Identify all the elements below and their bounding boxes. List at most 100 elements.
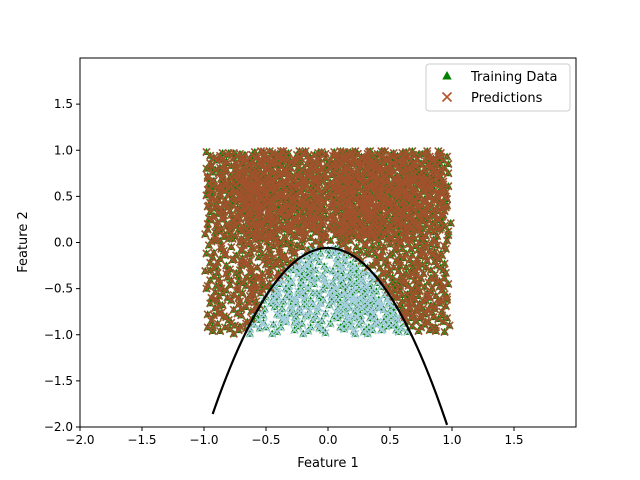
prediction-point <box>367 156 376 165</box>
prediction-point <box>336 311 345 320</box>
prediction-point <box>219 200 229 209</box>
prediction-point <box>299 212 308 221</box>
prediction-point <box>206 266 215 275</box>
legend-training-label: Training Data <box>470 70 557 85</box>
prediction-point <box>206 151 215 160</box>
prediction-point <box>328 278 338 288</box>
prediction-point <box>274 190 283 199</box>
prediction-point <box>437 307 447 316</box>
prediction-point <box>240 206 250 216</box>
prediction-point <box>244 221 253 231</box>
prediction-point <box>373 317 382 327</box>
prediction-point <box>359 190 369 199</box>
prediction-point <box>280 204 289 213</box>
prediction-point <box>210 228 220 237</box>
prediction-point <box>389 219 398 229</box>
x-tick-label: 1.0 <box>442 433 461 447</box>
prediction-point <box>229 290 238 300</box>
prediction-point <box>306 323 315 332</box>
prediction-point <box>437 218 447 227</box>
prediction-point <box>256 208 266 218</box>
prediction-point <box>439 282 448 291</box>
prediction-point <box>348 203 357 212</box>
prediction-point <box>426 287 436 296</box>
prediction-point <box>271 260 281 269</box>
x-tick-label: 0.0 <box>318 433 337 447</box>
prediction-point <box>331 199 340 208</box>
prediction-point <box>253 273 262 282</box>
prediction-point <box>284 190 293 199</box>
prediction-point <box>243 202 252 211</box>
prediction-point <box>313 170 323 179</box>
prediction-point <box>310 176 319 185</box>
prediction-point <box>282 220 292 230</box>
prediction-point <box>255 188 264 197</box>
prediction-point <box>365 301 375 310</box>
prediction-point <box>379 215 388 224</box>
prediction-point <box>214 169 224 178</box>
prediction-point <box>356 294 365 303</box>
prediction-point <box>254 197 263 207</box>
prediction-point <box>401 249 411 258</box>
prediction-point <box>241 225 251 234</box>
prediction-point <box>423 176 432 185</box>
prediction-point <box>399 218 408 227</box>
prediction-point <box>213 319 222 328</box>
prediction-point <box>296 217 305 226</box>
prediction-point <box>374 236 384 245</box>
prediction-point <box>312 214 322 223</box>
prediction-point <box>441 192 450 201</box>
prediction-point <box>421 310 431 319</box>
prediction-point <box>378 194 387 203</box>
prediction-point <box>268 202 277 211</box>
prediction-point <box>311 312 320 321</box>
prediction-point <box>444 230 453 240</box>
prediction-point <box>419 297 428 306</box>
legend: Training Data Predictions <box>425 63 571 112</box>
prediction-point <box>374 201 384 210</box>
prediction-point <box>408 147 417 156</box>
prediction-point <box>279 147 288 156</box>
prediction-point <box>214 301 224 311</box>
prediction-point <box>233 204 242 213</box>
prediction-point <box>229 148 238 158</box>
prediction-point <box>229 178 238 187</box>
prediction-point <box>239 278 248 288</box>
prediction-point <box>208 194 217 203</box>
prediction-point <box>270 235 279 244</box>
prediction-point <box>255 229 264 238</box>
prediction-point <box>317 203 326 212</box>
prediction-point <box>431 224 441 233</box>
prediction-point <box>287 202 297 211</box>
prediction-point <box>394 327 403 337</box>
prediction-point <box>225 206 235 216</box>
prediction-point <box>260 226 269 235</box>
prediction-point <box>223 150 232 160</box>
prediction-point <box>295 269 304 279</box>
prediction-point <box>401 211 411 220</box>
prediction-point <box>420 184 429 194</box>
prediction-point <box>311 194 320 203</box>
prediction-point <box>215 254 225 264</box>
legend-cross-marker <box>441 91 453 103</box>
prediction-point <box>260 255 269 265</box>
prediction-point <box>217 224 226 233</box>
prediction-point <box>203 171 212 181</box>
prediction-point <box>347 194 356 203</box>
prediction-point <box>352 242 361 252</box>
prediction-point <box>333 162 343 172</box>
prediction-point <box>426 240 436 249</box>
prediction-point <box>325 251 334 260</box>
prediction-point <box>246 249 256 258</box>
prediction-point <box>384 197 393 207</box>
prediction-point <box>222 165 231 174</box>
prediction-point <box>235 322 245 331</box>
decision-boundary-layer <box>211 246 449 426</box>
prediction-point <box>321 185 330 195</box>
prediction-point <box>212 182 221 192</box>
prediction-point <box>220 251 230 260</box>
prediction-point <box>208 326 217 336</box>
prediction-point <box>225 325 235 334</box>
prediction-point <box>239 258 248 267</box>
prediction-point <box>217 206 226 215</box>
